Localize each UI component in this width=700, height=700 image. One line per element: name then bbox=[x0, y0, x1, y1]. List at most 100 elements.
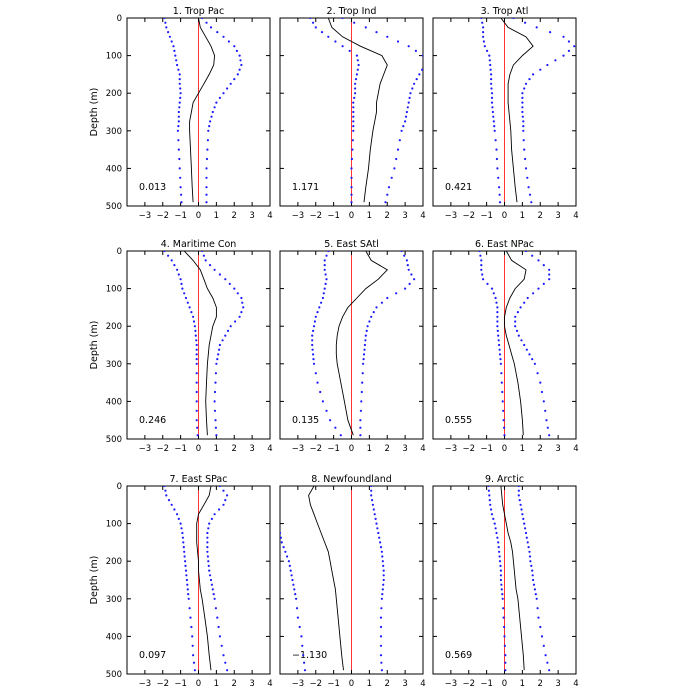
bound-dot bbox=[181, 287, 184, 290]
mean-line bbox=[504, 251, 527, 436]
bound-dot bbox=[206, 139, 209, 142]
bound-dot bbox=[312, 325, 316, 328]
bound-dot bbox=[178, 167, 181, 170]
x-tick-label: 1 bbox=[367, 211, 372, 221]
bound-dot bbox=[207, 129, 210, 132]
bound-dot bbox=[497, 176, 500, 179]
bound-dot bbox=[495, 157, 498, 161]
x-tick-label: 3 bbox=[402, 444, 407, 454]
x-tick-label: 4 bbox=[267, 679, 272, 689]
bound-dot bbox=[408, 96, 411, 99]
bound-dot bbox=[353, 21, 356, 24]
bound-dot bbox=[164, 489, 167, 492]
bound-dot bbox=[503, 625, 506, 629]
bound-dot bbox=[539, 68, 542, 71]
bound-dot bbox=[500, 583, 503, 586]
bound-dot bbox=[386, 193, 389, 196]
bound-dot bbox=[496, 311, 499, 314]
bound-dot bbox=[217, 353, 220, 356]
bound-dot bbox=[324, 273, 327, 276]
bound-dot bbox=[482, 278, 485, 281]
y-axis-ticks bbox=[433, 485, 576, 675]
bound-dot bbox=[302, 654, 305, 657]
bound-dot bbox=[222, 654, 225, 657]
bound-dot bbox=[179, 96, 182, 99]
bound-dot bbox=[499, 569, 502, 572]
bound-dot bbox=[377, 531, 380, 535]
x-tick-label: 0 bbox=[196, 211, 201, 221]
bound-dot bbox=[178, 157, 181, 161]
bound-dot bbox=[573, 45, 576, 48]
y-axis-ticks bbox=[433, 17, 576, 207]
bound-dot bbox=[404, 287, 407, 290]
bound-dot bbox=[168, 35, 171, 38]
bound-dot bbox=[195, 381, 198, 384]
bound-dot bbox=[280, 531, 282, 535]
bound-dot bbox=[382, 578, 385, 582]
bound-dot bbox=[518, 499, 521, 502]
x-tick-label: 0 bbox=[196, 444, 201, 454]
series-group bbox=[480, 18, 576, 204]
bound-dot bbox=[382, 564, 385, 568]
bound-dot bbox=[314, 315, 317, 318]
bound-dot bbox=[493, 125, 496, 128]
bound-dot bbox=[536, 607, 539, 610]
x-tick-label: 2 bbox=[538, 211, 543, 221]
bound-dot bbox=[523, 522, 526, 525]
bound-dot bbox=[323, 268, 326, 271]
y-axis-ticks: 0 100 200 300 400 500 bbox=[106, 247, 270, 445]
x-tick-label: −3 bbox=[139, 679, 152, 689]
bound-dot bbox=[280, 541, 283, 544]
bound-dot bbox=[178, 101, 181, 104]
panel-4: −3 −2 −1 0 1 2 3 4 0 100 200 300 400 500 Depth (m) 4. M… bbox=[89, 239, 273, 454]
bound-dot bbox=[524, 251, 528, 253]
bound-dot bbox=[177, 115, 180, 118]
bound-dot bbox=[208, 569, 211, 572]
bound-dot bbox=[205, 186, 208, 189]
bound-dot bbox=[300, 635, 303, 638]
bound-dot bbox=[298, 625, 301, 629]
x-tick-label: 0 bbox=[349, 444, 354, 454]
panel-1: −3 −2 −1 0 1 2 3 4 0 100 200 300 400 500 Depth (m) 1. T… bbox=[89, 6, 273, 221]
bound-dot bbox=[499, 564, 502, 568]
bound-dot bbox=[548, 278, 551, 281]
bound-dot bbox=[478, 251, 481, 253]
bound-dot bbox=[314, 372, 317, 375]
y-axis-ticks bbox=[280, 250, 423, 440]
bound-dot bbox=[176, 268, 179, 271]
x-axis-ticks: −3 −2 −1 0 1 2 3 4 bbox=[279, 18, 426, 221]
bound-dot bbox=[403, 254, 406, 257]
bound-dot bbox=[523, 87, 526, 90]
bound-dot bbox=[390, 176, 393, 179]
bound-dot bbox=[404, 115, 408, 118]
y-tick-label: 100 bbox=[106, 52, 122, 62]
bound-dot bbox=[499, 574, 502, 577]
bound-dot bbox=[186, 301, 189, 304]
bound-dot bbox=[173, 508, 176, 511]
bound-dots bbox=[163, 486, 196, 672]
bound-dots bbox=[480, 18, 502, 204]
bound-dots bbox=[487, 486, 507, 672]
bound-dot bbox=[352, 125, 355, 128]
bound-dot bbox=[238, 315, 241, 318]
bound-dot bbox=[375, 30, 378, 34]
bound-dot bbox=[567, 49, 571, 53]
bound-dot bbox=[496, 536, 499, 539]
bound-dot bbox=[218, 96, 221, 99]
bound-dot bbox=[380, 669, 383, 672]
bound-dot bbox=[411, 87, 414, 90]
bound-dot bbox=[359, 434, 362, 437]
series-group bbox=[163, 18, 243, 204]
bound-dot bbox=[379, 541, 382, 544]
series-group bbox=[311, 251, 416, 437]
x-axis-ticks: −3 −2 −1 0 1 2 3 4 bbox=[432, 486, 579, 689]
bound-dot bbox=[526, 296, 529, 300]
bound-dot bbox=[542, 264, 545, 267]
bound-dot bbox=[517, 494, 520, 497]
x-tick-label: −2 bbox=[156, 679, 169, 689]
bound-dot bbox=[185, 574, 188, 577]
panel-2: −3 −2 −1 0 1 2 3 4 2. Trop Ind 1.171 bbox=[279, 6, 426, 221]
x-tick-label: 2 bbox=[385, 211, 390, 221]
bound-dot bbox=[371, 503, 374, 506]
bound-dot bbox=[522, 517, 525, 521]
